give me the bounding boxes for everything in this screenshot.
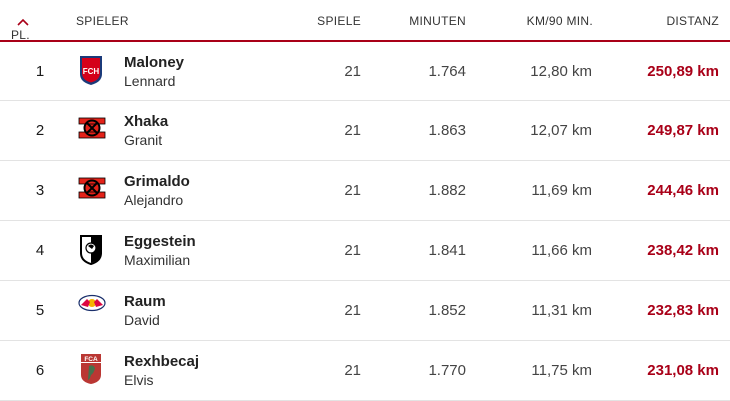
club-logo-leverkusen-icon — [78, 117, 106, 139]
table-row[interactable]: 5 Raum David 21 1.852 11,31 km 232,83 km — [0, 281, 730, 341]
player-last-name[interactable]: Rexhbecaj — [124, 353, 200, 370]
player-last-name[interactable]: Eggestein — [124, 233, 196, 250]
player-last-name[interactable]: Xhaka — [124, 113, 169, 130]
player-name[interactable]: Raum David — [124, 292, 166, 330]
games-cell: 21 — [344, 122, 361, 139]
club-logo[interactable] — [78, 173, 106, 205]
table-row[interactable]: 1 FCH Maloney Lennard 21 1.764 12,80 km 250,89 … — [0, 42, 730, 101]
player-name[interactable]: Xhaka Granit — [124, 112, 168, 150]
games-cell: 21 — [344, 242, 361, 259]
player-first-name: Maximilian — [124, 252, 191, 268]
table-header: PL. SPIELER SPIELE MINUTEN KM/90 MIN. DI… — [0, 0, 730, 42]
table-body: 1 FCH Maloney Lennard 21 1.764 12,80 km 250,89 … — [0, 42, 730, 401]
player-first-name: Granit — [124, 132, 163, 148]
km-per-90-cell: 12,07 km — [530, 122, 592, 139]
column-header-distance[interactable]: DISTANZ — [666, 14, 719, 28]
minutes-cell: 1.764 — [428, 63, 466, 80]
chevron-up-icon[interactable] — [17, 18, 29, 26]
column-header-minutes[interactable]: MINUTEN — [409, 14, 466, 28]
svg-text:FCH: FCH — [83, 67, 100, 76]
club-logo[interactable] — [78, 113, 106, 145]
club-logo-leipzig-icon — [78, 294, 106, 312]
games-cell: 21 — [344, 362, 361, 379]
column-header-km-per-90[interactable]: KM/90 MIN. — [526, 14, 593, 28]
games-cell: 21 — [344, 302, 361, 319]
distance-cell: 232,83 km — [647, 302, 719, 319]
minutes-cell: 1.863 — [428, 122, 466, 139]
player-name[interactable]: Grimaldo Alejandro — [124, 172, 190, 210]
svg-text:FCA: FCA — [84, 356, 98, 363]
km-per-90-cell: 11,69 km — [531, 182, 592, 199]
column-header-rank-label: PL. — [11, 28, 30, 42]
games-cell: 21 — [344, 63, 361, 80]
club-logo[interactable] — [78, 233, 104, 266]
rank-cell: 4 — [35, 242, 45, 259]
table-row[interactable]: 6 FCA Rexhbecaj Elvis 21 1.770 11,75 km 231,08 … — [0, 341, 730, 401]
club-logo-leverkusen-icon — [78, 177, 106, 199]
games-cell: 21 — [344, 182, 361, 199]
table-row[interactable]: 2 Xhaka Granit 21 1.863 12,07 km 249,87 km — [0, 101, 730, 161]
club-logo-heidenheim-icon: FCH — [80, 56, 102, 85]
table-row[interactable]: 4 Eggestein Maximilian 21 1.841 11,66 km 238,4… — [0, 221, 730, 281]
player-last-name[interactable]: Grimaldo — [124, 173, 190, 190]
rank-cell: 3 — [35, 182, 45, 199]
distance-cell: 238,42 km — [647, 242, 719, 259]
column-header-rank[interactable]: PL. — [11, 14, 30, 42]
distance-cell: 249,87 km — [647, 122, 719, 139]
player-name[interactable]: Eggestein Maximilian — [124, 232, 196, 270]
distance-cell: 244,46 km — [647, 182, 719, 199]
minutes-cell: 1.882 — [428, 182, 466, 199]
club-logo[interactable] — [78, 293, 106, 325]
distance-cell: 250,89 km — [647, 63, 719, 80]
player-first-name: Alejandro — [124, 192, 184, 208]
player-name[interactable]: Rexhbecaj Elvis — [124, 352, 199, 390]
club-logo[interactable]: FCA — [78, 353, 104, 385]
club-logo-freiburg-icon — [80, 235, 102, 266]
column-header-player[interactable]: SPIELER — [76, 14, 129, 28]
rank-cell: 6 — [35, 362, 45, 379]
km-per-90-cell: 11,75 km — [531, 362, 592, 379]
km-per-90-cell: 12,80 km — [530, 63, 592, 80]
rank-cell: 1 — [35, 63, 45, 80]
km-per-90-cell: 11,31 km — [531, 302, 592, 319]
rank-cell: 2 — [35, 122, 45, 139]
club-logo-augsburg-icon: FCA — [81, 354, 101, 384]
player-last-name[interactable]: Maloney — [124, 54, 185, 71]
km-per-90-cell: 11,66 km — [531, 242, 592, 259]
player-first-name: Lennard — [124, 73, 176, 89]
player-first-name: David — [124, 312, 160, 328]
column-header-games[interactable]: SPIELE — [317, 14, 361, 28]
player-name[interactable]: Maloney Lennard — [124, 53, 184, 91]
distance-cell: 231,08 km — [647, 362, 719, 379]
rank-cell: 5 — [35, 302, 45, 319]
player-first-name: Elvis — [124, 372, 154, 388]
player-last-name[interactable]: Raum — [124, 293, 166, 310]
club-logo[interactable]: FCH — [78, 54, 104, 86]
minutes-cell: 1.841 — [428, 242, 466, 259]
table-row[interactable]: 3 Grimaldo Alejandro 21 1.882 11,69 km 244,46 … — [0, 161, 730, 221]
minutes-cell: 1.852 — [428, 302, 466, 319]
minutes-cell: 1.770 — [428, 362, 466, 379]
